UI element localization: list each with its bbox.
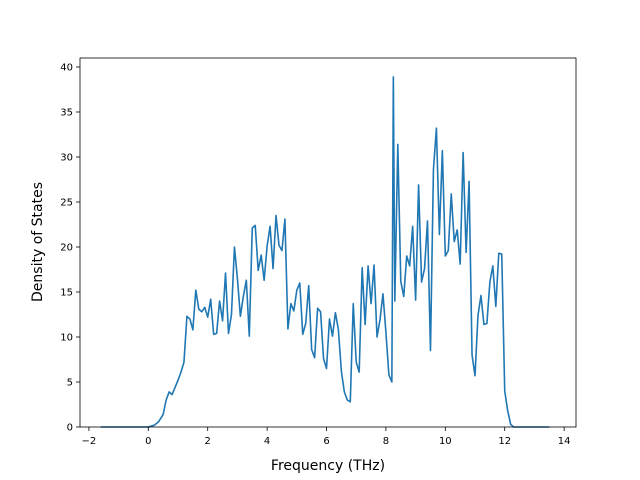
x-tick-label: 0 — [145, 436, 151, 447]
y-tick-label: 10 — [60, 333, 73, 344]
y-tick-label: 20 — [60, 243, 73, 254]
x-tick-label: 2 — [205, 436, 211, 447]
plot-area — [79, 57, 577, 428]
y-tick-label: 30 — [60, 153, 73, 164]
y-tick-label: 5 — [67, 378, 73, 389]
series-line-dos — [100, 76, 550, 428]
y-axis-label: Density of States — [30, 182, 46, 302]
y-tick-label: 40 — [60, 63, 73, 74]
x-tick-label: 10 — [439, 436, 452, 447]
y-axis-ticks: 0 5 10 15 20 25 30 35 40 — [60, 63, 80, 434]
y-tick-label: 35 — [60, 108, 73, 119]
y-tick-label: 0 — [67, 423, 73, 434]
x-tick-label: 12 — [498, 436, 511, 447]
y-tick-label: 25 — [60, 198, 73, 209]
x-tick-label: 4 — [264, 436, 270, 447]
x-axis-ticks: −2 0 2 4 6 8 10 12 14 — [82, 427, 571, 447]
x-axis-label: Frequency (THz) — [271, 458, 385, 474]
x-tick-label: 8 — [383, 436, 389, 447]
x-tick-label: −2 — [82, 436, 97, 447]
x-tick-label: 14 — [558, 436, 571, 447]
axes-frame — [79, 57, 577, 428]
y-tick-label: 15 — [60, 288, 73, 299]
x-tick-label: 6 — [323, 436, 329, 447]
